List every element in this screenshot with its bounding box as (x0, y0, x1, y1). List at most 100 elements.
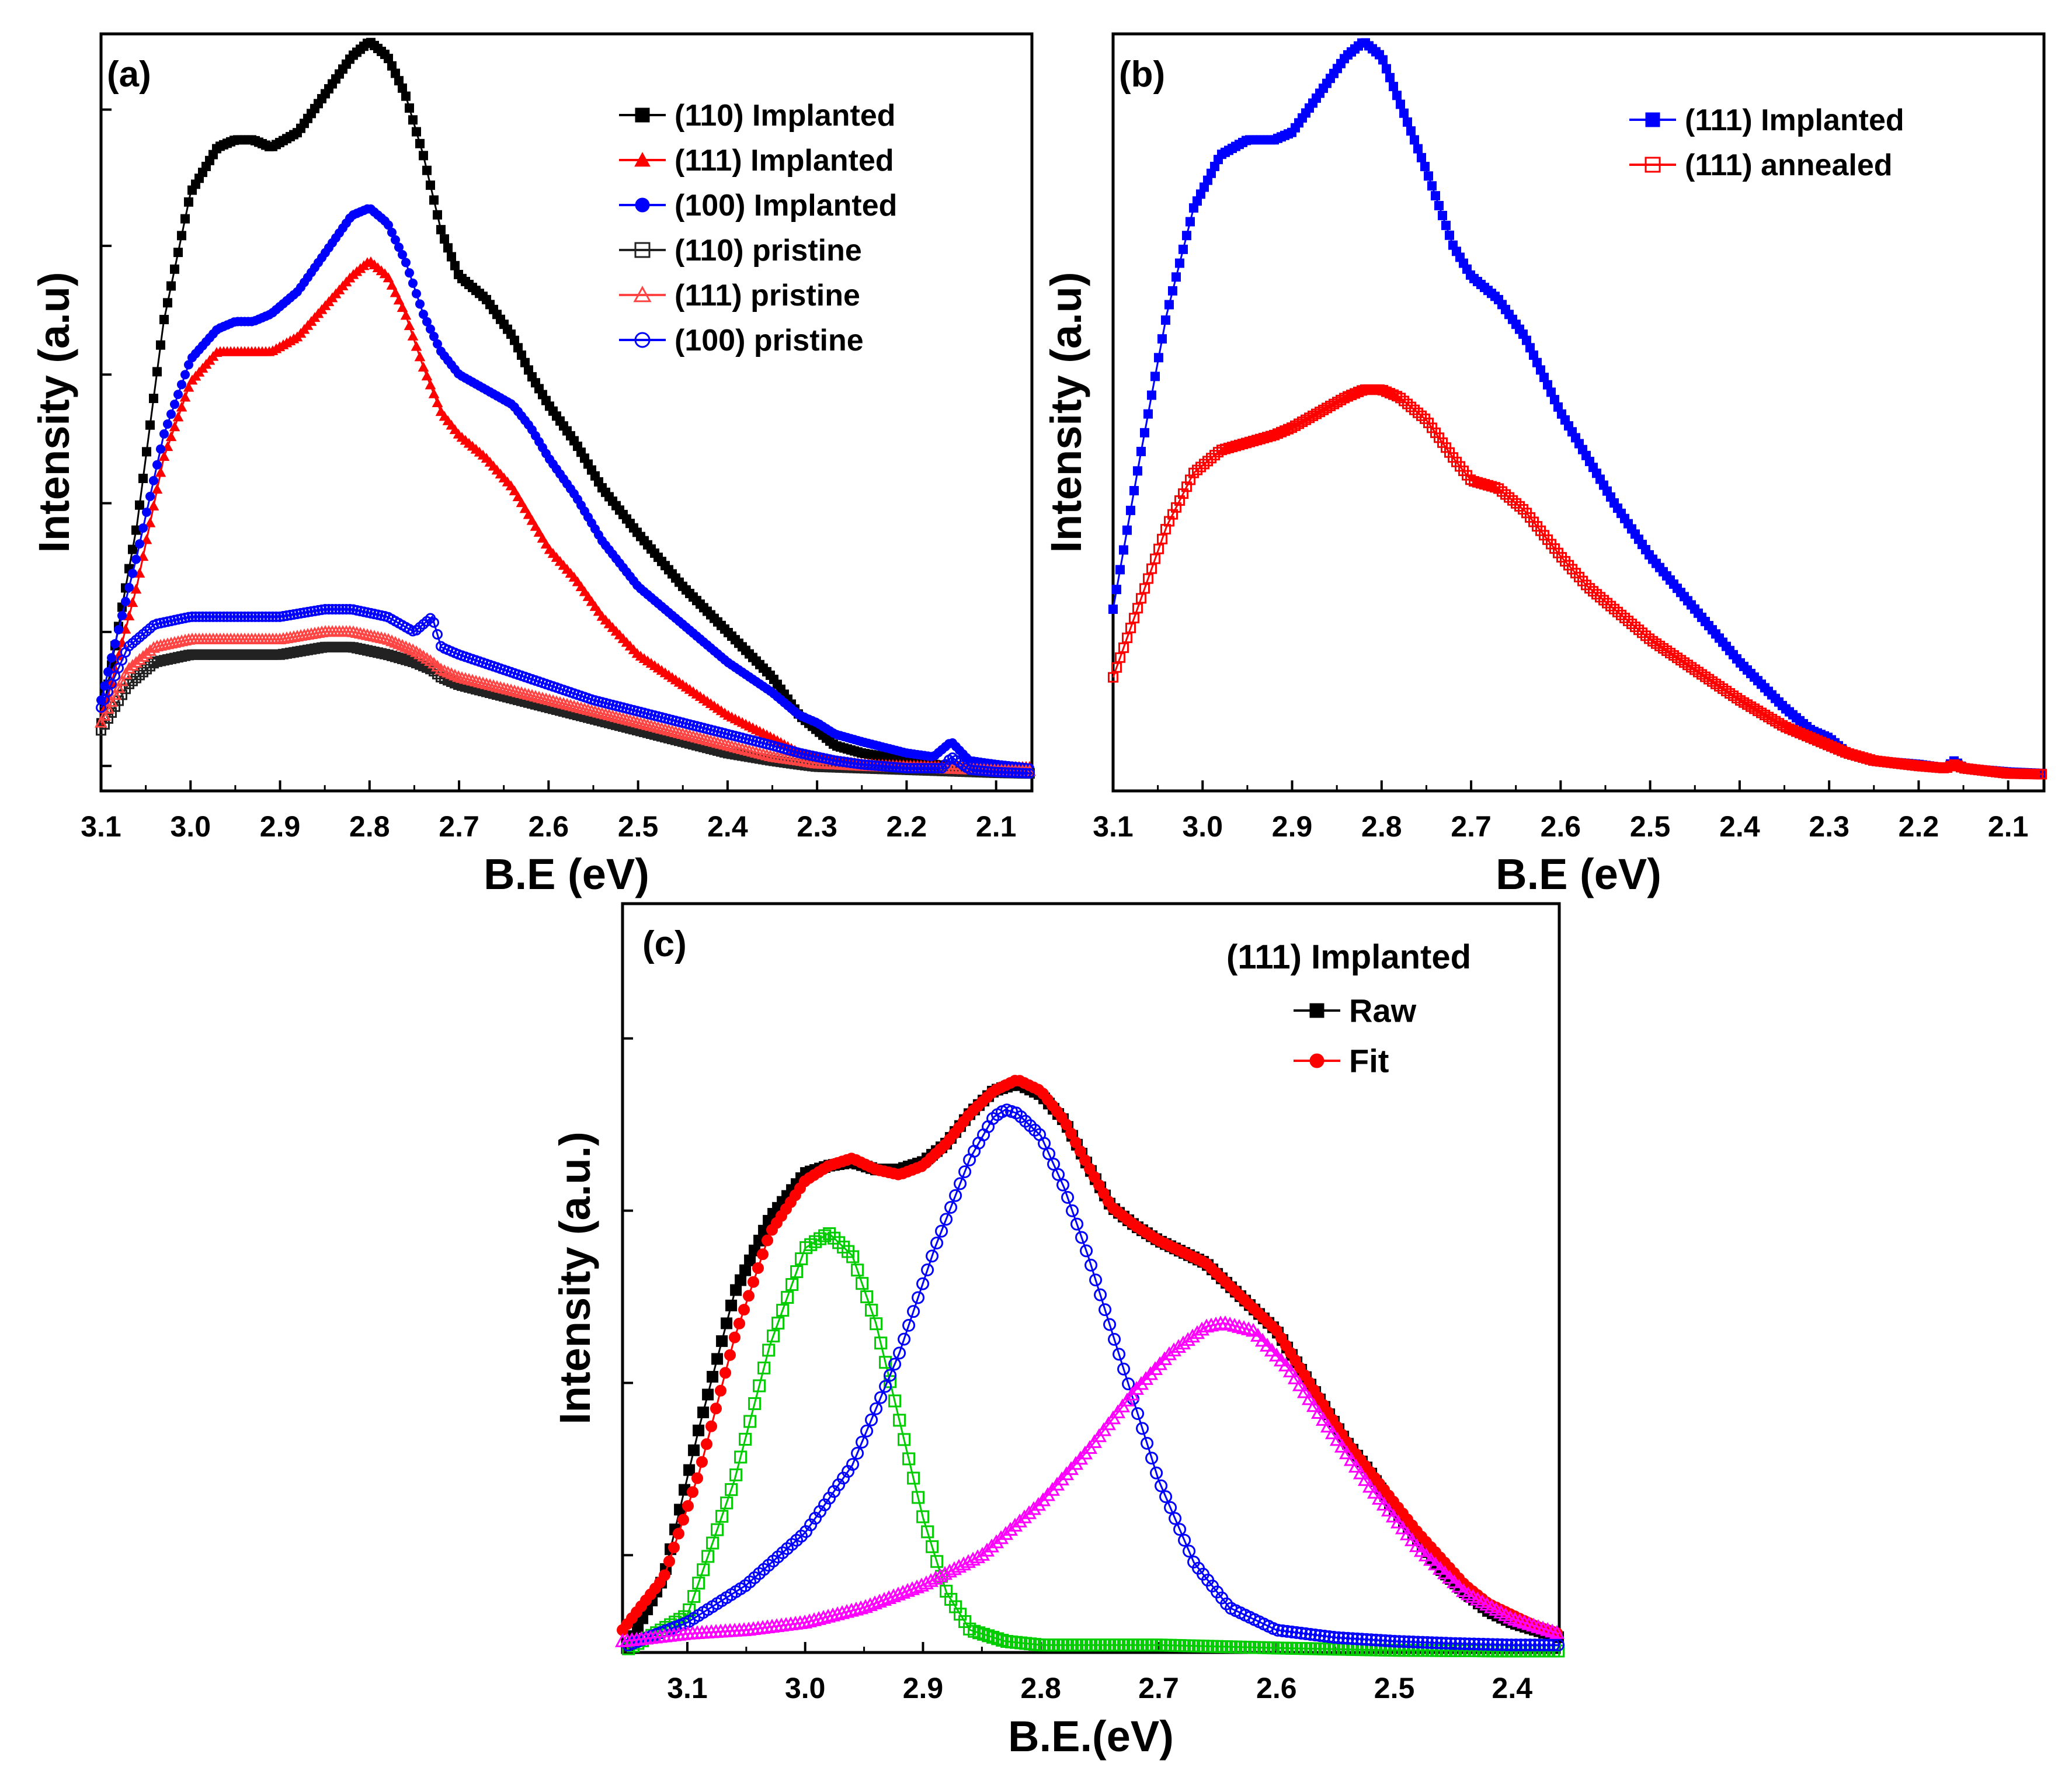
data-point (1287, 1370, 1303, 1384)
legend-label: (110) Implanted (675, 99, 896, 133)
data-point (398, 249, 407, 259)
data-point (1139, 583, 1150, 594)
data-point (1169, 1512, 1182, 1525)
x-tick-label: 3.0 (785, 1672, 826, 1704)
legend-marker (634, 332, 651, 348)
data-point (907, 1305, 920, 1318)
data-point (919, 763, 930, 774)
data-point (909, 1579, 925, 1593)
legend-marker (1645, 112, 1660, 127)
data-point (180, 370, 190, 380)
data-point (1362, 1478, 1378, 1493)
data-point (404, 320, 415, 331)
data-point (180, 214, 190, 224)
data-point (719, 1367, 731, 1379)
data-point (1463, 1637, 1476, 1651)
data-point (949, 1189, 962, 1202)
data-point (1021, 1505, 1037, 1519)
data-point (1115, 565, 1125, 575)
data-point (341, 603, 352, 615)
data-point (324, 603, 334, 615)
data-point (734, 1450, 748, 1464)
data-point (1133, 466, 1142, 476)
data-point (909, 763, 919, 774)
x-tick-label: 3.1 (667, 1672, 708, 1704)
data-point (979, 765, 989, 776)
data-point (785, 1278, 799, 1292)
data-point (156, 444, 165, 454)
data-point (848, 1601, 864, 1616)
data-point (386, 279, 398, 290)
data-point (705, 1420, 717, 1432)
panel-a-x-axis-label: B.E (eV) (484, 850, 649, 898)
data-point (1002, 1522, 1018, 1536)
data-point (881, 1590, 897, 1604)
series-6 (96, 603, 1035, 779)
data-point (1184, 1328, 1201, 1343)
data-point (1125, 623, 1136, 634)
panel-a-ticks (100, 108, 997, 791)
data-point (1402, 1635, 1416, 1648)
data-point (1329, 1432, 1346, 1446)
data-point (926, 763, 937, 774)
data-point (450, 261, 460, 270)
data-point (860, 1290, 874, 1304)
data-point (1355, 1633, 1369, 1646)
data-point (1075, 1231, 1089, 1244)
data-point (1061, 1190, 1075, 1204)
legend-marker (635, 107, 650, 123)
data-point (1084, 1258, 1098, 1272)
data-point (433, 210, 442, 220)
data-point (215, 611, 225, 622)
data-point (163, 298, 172, 308)
panel-b-series (1108, 38, 2047, 780)
data-point (117, 610, 127, 620)
data-point (1382, 64, 1391, 74)
data-point (944, 1201, 958, 1214)
data-point (870, 1317, 883, 1331)
data-point (155, 467, 166, 477)
data-point (1348, 1459, 1364, 1473)
data-point (415, 299, 425, 309)
data-point (860, 759, 870, 770)
data-point (988, 1534, 1004, 1549)
legend-item: (111) pristine (619, 279, 860, 313)
panel-b-label: (b) (1119, 54, 1165, 95)
data-point (426, 180, 435, 190)
data-point (1417, 152, 1426, 162)
panel-c-y-axis-label: Intensity (a.u.) (551, 1131, 599, 1425)
data-point (1353, 1465, 1369, 1480)
data-point (177, 231, 186, 241)
data-point (1017, 768, 1028, 779)
data-point (1388, 1634, 1402, 1648)
data-point (447, 252, 456, 262)
data-point (530, 520, 541, 531)
data-point (839, 1603, 855, 1618)
panel-c-legend: Raw Fit (1294, 992, 1417, 1079)
data-point (1374, 1634, 1388, 1647)
data-point (1524, 1638, 1537, 1652)
data-point (1306, 1398, 1322, 1412)
data-point (902, 1318, 916, 1332)
data-point (401, 258, 411, 268)
data-point (730, 1284, 742, 1296)
x-tick-label: 2.8 (1361, 810, 1402, 843)
data-point (762, 1343, 776, 1357)
data-point (1528, 1638, 1542, 1652)
data-point (1066, 1204, 1079, 1217)
data-point (152, 367, 162, 377)
data-point (668, 1542, 680, 1554)
data-point (1367, 1484, 1383, 1499)
data-point (986, 766, 996, 777)
data-point (1440, 1637, 1453, 1650)
data-point (1164, 300, 1174, 310)
data-point (443, 243, 453, 253)
data-point (1449, 1637, 1462, 1650)
data-point (851, 1263, 864, 1277)
data-point (1409, 1538, 1425, 1553)
data-point (965, 764, 975, 775)
data-point (1042, 1147, 1056, 1161)
data-point (851, 1446, 864, 1460)
data-point (893, 1346, 906, 1360)
data-point (1365, 1633, 1378, 1647)
